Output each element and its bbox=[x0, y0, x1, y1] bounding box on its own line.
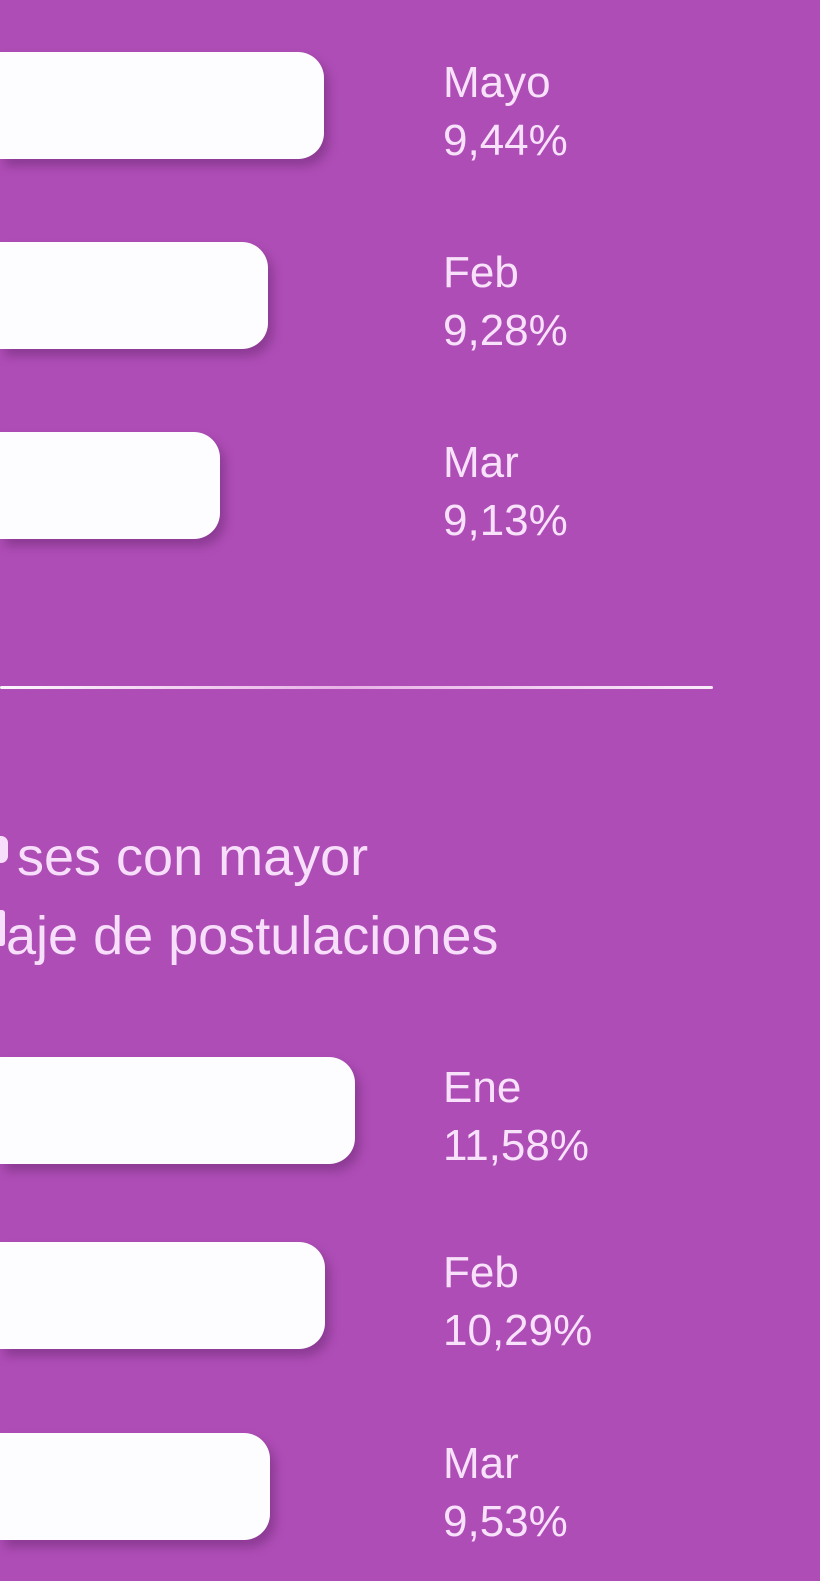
bar-mar-bottom bbox=[0, 1433, 270, 1540]
value-label: 10,29% bbox=[443, 1306, 593, 1355]
bar-label-mayo: Mayo 9,44% bbox=[443, 54, 568, 170]
month-label: Mar bbox=[443, 1439, 519, 1488]
chart-title-line-1: ses con mayor bbox=[17, 827, 369, 887]
value-label: 9,53% bbox=[443, 1497, 568, 1546]
bar-feb-bottom bbox=[0, 1242, 325, 1349]
bar-mar-top bbox=[0, 432, 220, 539]
value-label: 9,13% bbox=[443, 496, 568, 545]
bar-ene bbox=[0, 1057, 355, 1164]
value-label: 11,58% bbox=[443, 1121, 589, 1170]
month-label: Feb bbox=[443, 1248, 519, 1297]
clipped-letter-fragment bbox=[0, 836, 8, 863]
bar-mayo bbox=[0, 52, 324, 159]
bar-row-mar-bottom: Mar 9,53% bbox=[0, 1433, 820, 1551]
bar-row-mar-top: Mar 9,13% bbox=[0, 432, 820, 550]
bar-row-mayo: Mayo 9,44% bbox=[0, 52, 820, 170]
bar-row-feb-bottom: Feb 10,29% bbox=[0, 1242, 820, 1360]
bar-label-mar-bottom: Mar 9,53% bbox=[443, 1435, 568, 1551]
section-divider bbox=[0, 686, 713, 689]
bar-row-ene: Ene 11,58% bbox=[0, 1057, 820, 1175]
value-label: 9,28% bbox=[443, 306, 568, 355]
clipped-letter-fragment bbox=[0, 910, 5, 946]
month-label: Mayo bbox=[443, 58, 551, 107]
bar-label-ene: Ene 11,58% bbox=[443, 1059, 589, 1175]
bar-label-feb-bottom: Feb 10,29% bbox=[443, 1244, 592, 1360]
value-label: 9,44% bbox=[443, 116, 568, 165]
month-label: Mar bbox=[443, 438, 519, 487]
bar-label-feb-top: Feb 9,28% bbox=[443, 244, 568, 360]
bar-feb-top bbox=[0, 242, 268, 349]
chart-title: ses con mayor aje de postulaciones bbox=[0, 818, 498, 976]
bar-label-mar-top: Mar 9,13% bbox=[443, 434, 568, 550]
month-label: Ene bbox=[443, 1063, 522, 1112]
month-label: Feb bbox=[443, 248, 519, 297]
bar-row-feb-top: Feb 9,28% bbox=[0, 242, 820, 360]
chart-title-line-2: aje de postulaciones bbox=[6, 906, 499, 966]
